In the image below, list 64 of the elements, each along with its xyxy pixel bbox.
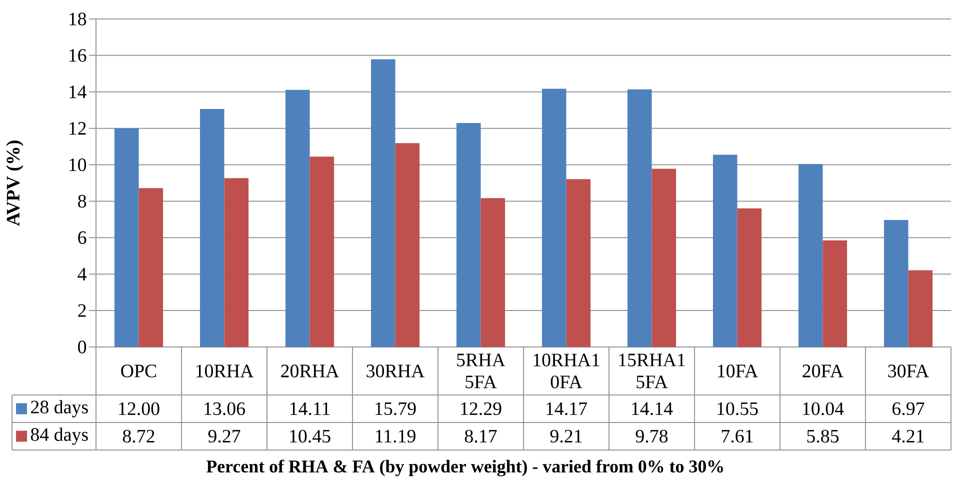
data-label: 8.17 [464, 430, 497, 443]
data-label: 11.19 [376, 430, 416, 443]
data-label: 7.61 [722, 430, 753, 443]
bar [627, 89, 652, 347]
bar [712, 154, 738, 347]
y-tick-label: 16 [70, 49, 86, 62]
x-tick-label: 15RHA1 5FA [619, 354, 685, 388]
data-label: 13.06 [204, 402, 245, 416]
y-tick-label: 2 [78, 304, 86, 317]
data-label: 5.85 [807, 430, 839, 443]
legend-label: 28 days [31, 400, 88, 418]
y-tick-label: 8 [78, 194, 86, 208]
x-tick-label: 20RHA [281, 364, 340, 378]
data-label: 14.14 [632, 402, 673, 416]
bar [822, 240, 848, 347]
data-label: 9.21 [550, 430, 582, 443]
bar [566, 179, 591, 347]
x-tick-label: 10RHA1 0FA [534, 354, 600, 388]
bar [652, 168, 676, 347]
bar [285, 90, 310, 347]
data-label: 14.17 [546, 402, 588, 416]
data-label: 12.29 [461, 402, 502, 416]
y-tick-label: 14 [70, 86, 87, 98]
data-label: 12.00 [119, 402, 160, 416]
x-tick-label: 30FA [888, 364, 929, 378]
bar [310, 156, 334, 347]
bar [114, 128, 139, 347]
data-label: 4.21 [892, 430, 924, 443]
bar [737, 208, 762, 347]
data-label: 9.78 [636, 430, 668, 443]
bar [200, 109, 224, 347]
data-label: 10.04 [803, 402, 844, 416]
data-label: 10.55 [718, 402, 758, 416]
bar [370, 59, 396, 347]
bar [138, 188, 164, 347]
bar [456, 123, 481, 347]
y-tick-label: 6 [78, 231, 86, 244]
data-label: 8.72 [122, 430, 154, 443]
data-label: 6.97 [892, 402, 924, 416]
data-label: 14.11 [290, 402, 330, 416]
y-tick-label: 18 [70, 12, 86, 26]
data-label: 10.45 [290, 430, 330, 443]
x-tick-label: 10RHA [196, 364, 254, 378]
bar [480, 198, 506, 347]
bar [884, 220, 908, 347]
bar [224, 178, 249, 347]
bar [798, 164, 823, 347]
y-tick-label: 0 [78, 340, 86, 354]
data-label: 15.79 [376, 402, 416, 416]
y-axis-title: AVPV (%) [6, 140, 24, 226]
x-tick-label: 30RHA [366, 364, 425, 378]
data-label: 9.27 [208, 430, 240, 443]
bar [542, 88, 566, 347]
y-tick-label: 10 [70, 158, 86, 172]
y-tick-label: 12 [70, 122, 86, 135]
bar [395, 143, 420, 347]
bar [908, 270, 933, 347]
x-tick-label: OPC [121, 364, 156, 378]
x-tick-label: 10FA [718, 364, 758, 378]
x-tick-label: 5RHA 5FA [457, 354, 506, 388]
legend-label: 84 days [30, 428, 88, 445]
x-axis-title: Percent of RHA & FA (by powder weight) - varied from 0% to 30% [206, 460, 723, 476]
x-tick-label: 20FA [802, 364, 844, 378]
y-tick-label: 4 [78, 268, 87, 280]
